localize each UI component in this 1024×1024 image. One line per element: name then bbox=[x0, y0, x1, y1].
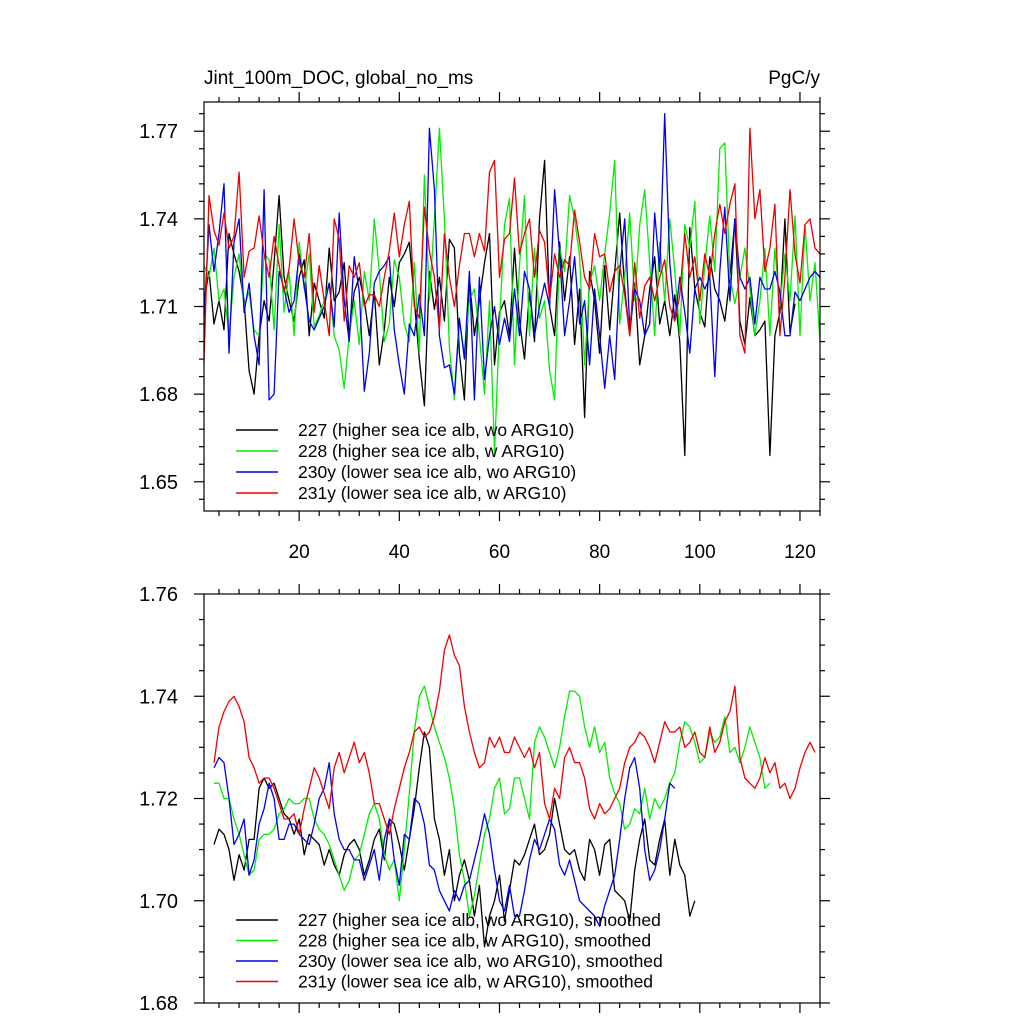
y-tick-label: 1.76 bbox=[139, 584, 178, 606]
series-line-1 bbox=[214, 685, 771, 917]
y-tick-label: 1.65 bbox=[139, 472, 178, 494]
y-tick-label: 1.68 bbox=[139, 384, 178, 406]
legend-label-0: 227 (higher sea ice alb, wo ARG10), smoo… bbox=[298, 910, 661, 930]
series-line-3 bbox=[213, 634, 816, 835]
x-tick-label: 40 bbox=[389, 542, 410, 563]
bottom-panel: 1.68 1.70 1.72 1.74 1.76 227 (higher sea ice … bbox=[139, 584, 830, 1015]
x-tick-label: 100 bbox=[684, 542, 716, 563]
units-label: PgC/y bbox=[768, 68, 820, 89]
legend-label-2: 230y (lower sea ice alb, wo ARG10) bbox=[298, 462, 576, 482]
series-line-3 bbox=[204, 127, 820, 363]
y-tick-label: 1.74 bbox=[139, 686, 178, 708]
y-tick-label: 1.68 bbox=[139, 993, 178, 1015]
x-tick-label: 20 bbox=[289, 542, 310, 563]
series-line-2 bbox=[213, 756, 676, 927]
legend-label-1: 228 (higher sea ice alb, w ARG10), smoot… bbox=[298, 931, 651, 951]
y-tick-label: 1.74 bbox=[139, 209, 178, 231]
y-tick-label: 1.70 bbox=[139, 891, 178, 913]
series-line-2 bbox=[204, 113, 820, 401]
series-group bbox=[204, 113, 820, 457]
series-line-0 bbox=[213, 731, 696, 948]
legend-label-1: 228 (higher sea ice alb, w ARG10) bbox=[298, 441, 565, 461]
series-line-0 bbox=[204, 159, 796, 457]
series-line-1 bbox=[204, 127, 820, 454]
x-tick-label: 120 bbox=[784, 542, 816, 563]
series-group bbox=[213, 634, 816, 948]
y-tick-label: 1.71 bbox=[139, 297, 178, 319]
chart-title: Jint_100m_DOC, global_no_ms bbox=[204, 68, 473, 89]
legend-label-3: 231y (lower sea ice alb, w ARG10) bbox=[298, 483, 566, 503]
y-tick-label: 1.77 bbox=[139, 121, 178, 143]
legend-label-0: 227 (higher sea ice alb, wo ARG10) bbox=[298, 420, 574, 440]
x-tick-label: 80 bbox=[589, 542, 610, 563]
legend-label-3: 231y (lower sea ice alb, w ARG10), smoot… bbox=[298, 972, 653, 992]
legend-label-2: 230y (lower sea ice alb, wo ARG10), smoo… bbox=[298, 951, 663, 971]
x-tick-label: 60 bbox=[489, 542, 510, 563]
top-panel: 20 40 60 80 100 120 1.65 1.68 1.71 1.74 1.77 Jint_1… bbox=[139, 68, 830, 563]
y-tick-label: 1.72 bbox=[139, 789, 178, 811]
